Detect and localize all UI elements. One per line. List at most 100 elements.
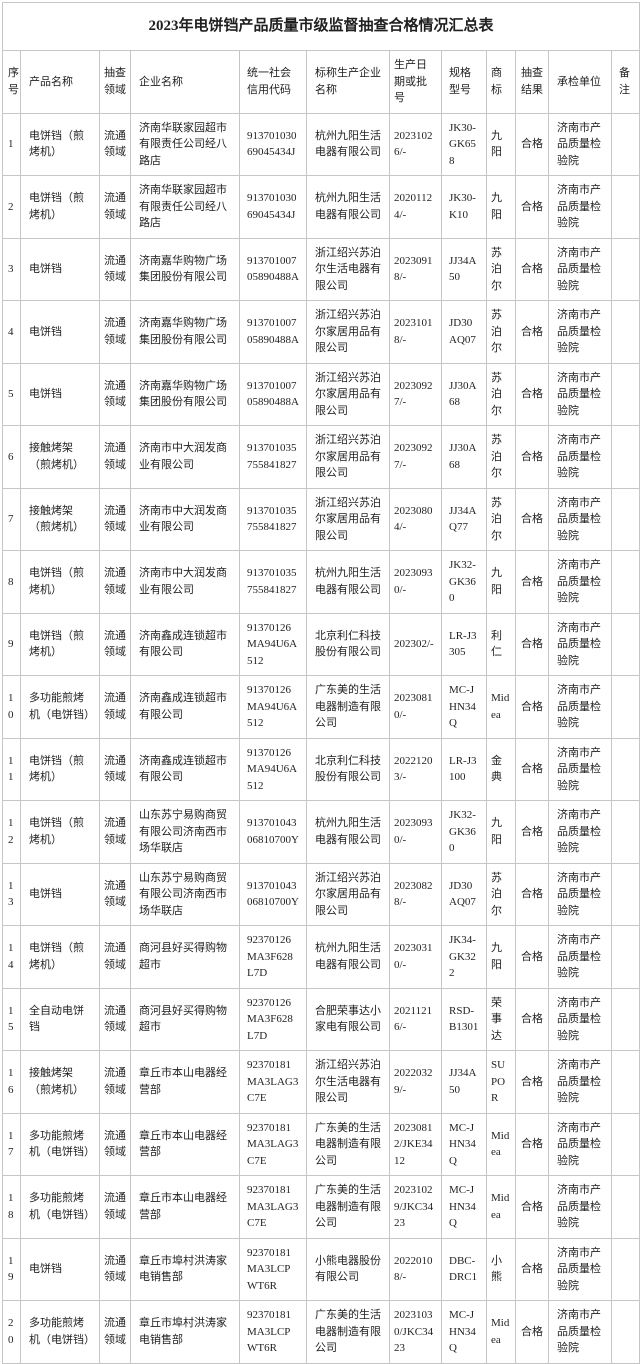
cell-manufacturer: 北京利仁科技股份有限公司 [306,737,390,801]
cell-enterprise: 济南鑫成连锁超市有限公司 [130,675,240,739]
cell-date: 20230812/JKE3412 [389,1112,442,1176]
cell-brand: Midea [486,675,516,739]
cell-model: RSD-B1301 [441,987,487,1051]
cell-no: 1 [2,112,21,176]
cell-credit-code: 91370100705890488A [239,237,307,301]
cell-manufacturer: 北京利仁科技股份有限公司 [306,612,390,676]
cell-date: 20221203/- [389,737,442,801]
cell-model: JJ34A50 [441,237,487,301]
cell-inspector: 济南市产品质量检验院 [548,1112,612,1176]
cell-field: 流通领域 [99,862,131,926]
cell-credit-code: 92370181MA3LCPWT6R [239,1300,307,1364]
cell-credit-code: 91370103069045434J [239,175,307,239]
cell-manufacturer: 浙江绍兴苏泊尔生活电器有限公司 [306,237,390,301]
cell-model: DBC-DRC1 [441,1237,487,1301]
cell-brand: 苏泊尔 [486,487,516,551]
cell-brand: 九阳 [486,175,516,239]
cell-result: 合格 [515,1050,549,1114]
cell-field: 流通领域 [99,550,131,614]
cell-date: 20230927/- [389,362,442,426]
cell-brand: 小熊 [486,1237,516,1301]
cell-product: 多功能煎烤机（电饼铛） [20,1112,100,1176]
cell-field: 流通领域 [99,300,131,364]
cell-brand: 荣事达 [486,987,516,1051]
cell-enterprise: 济南嘉华购物广场集团股份有限公司 [130,300,240,364]
cell-no: 4 [2,300,21,364]
cell-product: 电饼铛（煎烤机） [20,112,100,176]
cell-manufacturer: 杭州九阳生活电器有限公司 [306,550,390,614]
cell-brand: 苏泊尔 [486,362,516,426]
cell-result: 合格 [515,237,549,301]
cell-field: 流通领域 [99,112,131,176]
cell-result: 合格 [515,987,549,1051]
cell-date: 20231030/JKC3423 [389,1300,442,1364]
cell-remark [610,862,640,926]
cell-credit-code: 91370126MA94U6A512 [239,737,307,801]
cell-model: MC-JHN34Q [441,1112,487,1176]
cell-enterprise: 济南嘉华购物广场集团股份有限公司 [130,237,240,301]
cell-credit-code: 91370126MA94U6A512 [239,612,307,676]
cell-credit-code: 91370103069045434J [239,112,307,176]
cell-no: 3 [2,237,21,301]
cell-manufacturer: 浙江绍兴苏泊尔生活电器有限公司 [306,1050,390,1114]
cell-field: 流通领域 [99,1237,131,1301]
cell-product: 接触烤架（煎烤机） [20,1050,100,1114]
cell-product: 电饼铛 [20,237,100,301]
cell-enterprise: 济南鑫成连锁超市有限公司 [130,737,240,801]
cell-no: 9 [2,612,21,676]
cell-product: 电饼铛（煎烤机） [20,612,100,676]
cell-no: 8 [2,550,21,614]
table-row: 3 电饼铛 流通领域 济南嘉华购物广场集团股份有限公司 9137010070589048… [2,237,640,301]
cell-enterprise: 济南市中大润发商业有限公司 [130,550,240,614]
cell-manufacturer: 小熊电器股份有限公司 [306,1237,390,1301]
cell-model: JK32-GK360 [441,550,487,614]
cell-field: 流通领域 [99,237,131,301]
cell-inspector: 济南市产品质量检验院 [548,112,612,176]
cell-result: 合格 [515,175,549,239]
cell-remark [610,487,640,551]
cell-no: 13 [2,862,21,926]
cell-result: 合格 [515,487,549,551]
cell-manufacturer: 浙江绍兴苏泊尔家居用品有限公司 [306,362,390,426]
cell-credit-code: 92370126MA3F628L7D [239,925,307,989]
cell-result: 合格 [515,737,549,801]
cell-product: 接触烤架（煎烤机） [20,425,100,489]
table-row: 18 多功能煎烤机（电饼铛） 流通领域 章丘市本山电器经营部 92370181MA3LA… [2,1175,640,1239]
cell-field: 流通领域 [99,925,131,989]
cell-field: 流通领域 [99,675,131,739]
cell-field: 流通领域 [99,1112,131,1176]
cell-brand: 苏泊尔 [486,425,516,489]
cell-brand: 九阳 [486,800,516,864]
column-header-no: 序号 [2,50,21,114]
cell-inspector: 济南市产品质量检验院 [548,862,612,926]
cell-remark [610,300,640,364]
cell-manufacturer: 浙江绍兴苏泊尔家居用品有限公司 [306,487,390,551]
cell-inspector: 济南市产品质量检验院 [548,675,612,739]
cell-no: 14 [2,925,21,989]
cell-model: JJ34A50 [441,1050,487,1114]
cell-enterprise: 商河县好买得购物超市 [130,925,240,989]
cell-field: 流通领域 [99,362,131,426]
cell-model: JD30AQ07 [441,862,487,926]
cell-credit-code: 91370100705890488A [239,300,307,364]
cell-brand: 九阳 [486,550,516,614]
table-row: 6 接触烤架（煎烤机） 流通领域 济南市中大润发商业有限公司 9137010357558… [2,425,640,489]
cell-inspector: 济南市产品质量检验院 [548,737,612,801]
cell-product: 多功能煎烤机（电饼铛） [20,675,100,739]
cell-remark [610,237,640,301]
column-header-enterprise: 企业名称 [130,50,240,114]
cell-model: JJ30A68 [441,425,487,489]
cell-brand: 金典 [486,737,516,801]
cell-credit-code: 92370181MA3LCPWT6R [239,1237,307,1301]
column-header-model: 规格型号 [441,50,487,114]
doc-title: 2023年电饼铛产品质量市级监督抽查合格情况汇总表 [1,2,640,51]
cell-product: 电饼铛（煎烤机） [20,737,100,801]
cell-remark [610,1112,640,1176]
column-header-credit-code: 统一社会信用代码 [239,50,307,114]
cell-manufacturer: 浙江绍兴苏泊尔家居用品有限公司 [306,862,390,926]
cell-enterprise: 济南华联家园超市有限责任公司经八路店 [130,112,240,176]
cell-no: 17 [2,1112,21,1176]
cell-inspector: 济南市产品质量检验院 [548,987,612,1051]
